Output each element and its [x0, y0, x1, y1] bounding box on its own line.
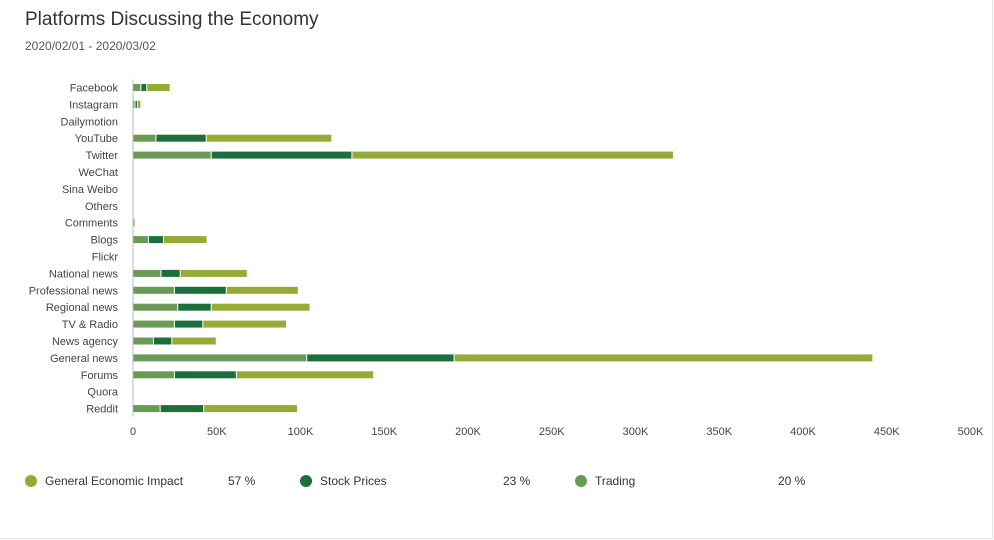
bar-segment[interactable]: [180, 269, 247, 277]
legend-item-stock-prices[interactable]: Stock Prices: [300, 474, 387, 488]
bar-segment[interactable]: [206, 134, 332, 142]
value-axis: 0 50K 100K 150K 200K 250K 300K 350K 400K 450K 500K: [130, 426, 984, 438]
category-label: National news: [49, 268, 119, 280]
bar-segment[interactable]: [133, 371, 174, 379]
bar-segment[interactable]: [203, 320, 287, 328]
bar-segment[interactable]: [141, 84, 147, 91]
x-tick-label: 0: [130, 426, 136, 438]
legend-percent: 57 %: [228, 474, 256, 488]
bar-segment[interactable]: [133, 100, 135, 108]
bar-segment[interactable]: [454, 354, 873, 362]
category-label: WeChat: [78, 167, 118, 179]
category-label: Twitter: [86, 150, 119, 162]
category-label: Instagram: [69, 99, 118, 111]
category-label: Regional news: [46, 302, 119, 314]
bar-segment[interactable]: [156, 134, 206, 142]
category-label: Blogs: [90, 235, 118, 247]
bar-segment[interactable]: [133, 269, 161, 277]
legend: General Economic Impact 57 % Stock Price…: [0, 474, 994, 494]
bar-segment[interactable]: [204, 405, 297, 413]
bar-segment[interactable]: [135, 100, 138, 108]
bar-segment[interactable]: [174, 371, 236, 379]
legend-label: General Economic Impact: [45, 474, 184, 488]
x-tick-label: 300K: [623, 426, 649, 438]
category-label: General news: [50, 353, 118, 365]
legend-percent: 20 %: [778, 474, 806, 488]
stacked-bar-chart: Facebook Instagram Dailymotion YouTube Twitt…: [29, 79, 984, 438]
x-tick-label: 350K: [706, 426, 732, 438]
x-tick-label: 400K: [790, 426, 816, 438]
category-label: Forums: [81, 370, 119, 382]
bar-segment[interactable]: [352, 151, 674, 159]
bar-segment[interactable]: [147, 84, 170, 91]
category-axis: Facebook Instagram Dailymotion YouTube Twitt…: [29, 83, 119, 416]
bar-segment[interactable]: [211, 303, 310, 311]
category-label: Sina Weibo: [62, 184, 118, 196]
x-tick-label: 450K: [874, 426, 900, 438]
category-label: Comments: [65, 218, 119, 230]
x-tick-label: 150K: [371, 426, 397, 438]
category-label: Reddit: [86, 404, 118, 416]
bar-segment[interactable]: [148, 236, 163, 244]
bar-segment[interactable]: [133, 84, 141, 91]
category-label: YouTube: [75, 133, 118, 145]
bar-segment[interactable]: [172, 337, 216, 345]
x-tick-label: 50K: [207, 426, 227, 438]
bar-segment[interactable]: [133, 286, 174, 294]
legend-item-general-economic-impact[interactable]: General Economic Impact: [25, 474, 183, 488]
legend-swatch: [575, 475, 587, 487]
chart-title: Platforms Discussing the Economy: [25, 9, 319, 30]
bar-segment[interactable]: [133, 236, 148, 244]
bar-segment[interactable]: [133, 405, 160, 413]
bar-segment[interactable]: [226, 286, 298, 294]
bar-segment[interactable]: [160, 405, 204, 413]
bar-segment[interactable]: [178, 303, 211, 311]
category-label: News agency: [52, 336, 119, 348]
category-label: Others: [85, 201, 119, 213]
category-label: TV & Radio: [62, 319, 118, 331]
bar-segment[interactable]: [133, 354, 307, 362]
category-label: Flickr: [92, 252, 119, 264]
bar-segment[interactable]: [133, 219, 135, 227]
bar-segment[interactable]: [307, 354, 454, 362]
bar-segment[interactable]: [133, 303, 178, 311]
x-tick-label: 200K: [455, 426, 481, 438]
bar-segment[interactable]: [174, 286, 226, 294]
category-label: Quora: [87, 387, 118, 399]
bar-segment[interactable]: [161, 269, 180, 277]
bar-segment[interactable]: [153, 337, 172, 345]
legend-item-trading[interactable]: Trading: [575, 474, 635, 488]
legend-percent: 23 %: [503, 474, 531, 488]
bars: [133, 84, 873, 413]
legend-label: Stock Prices: [320, 474, 387, 488]
x-tick-label: 500K: [958, 426, 984, 438]
date-range: 2020/02/01 - 2020/03/02: [25, 39, 156, 53]
x-tick-label: 100K: [288, 426, 314, 438]
legend-label: Trading: [595, 474, 636, 488]
bar-segment[interactable]: [133, 320, 174, 328]
category-label: Professional news: [29, 285, 119, 297]
bar-segment[interactable]: [174, 320, 203, 328]
bar-segment[interactable]: [163, 236, 207, 244]
x-tick-label: 250K: [539, 426, 565, 438]
bar-segment[interactable]: [211, 151, 352, 159]
category-label: Facebook: [70, 83, 119, 95]
bar-segment[interactable]: [133, 337, 153, 345]
legend-swatch: [300, 475, 312, 487]
bar-segment[interactable]: [236, 371, 374, 379]
bar-segment[interactable]: [133, 151, 211, 159]
category-label: Dailymotion: [61, 116, 118, 128]
bar-segment[interactable]: [138, 100, 141, 108]
bar-segment[interactable]: [133, 134, 156, 142]
legend-swatch: [25, 475, 37, 487]
